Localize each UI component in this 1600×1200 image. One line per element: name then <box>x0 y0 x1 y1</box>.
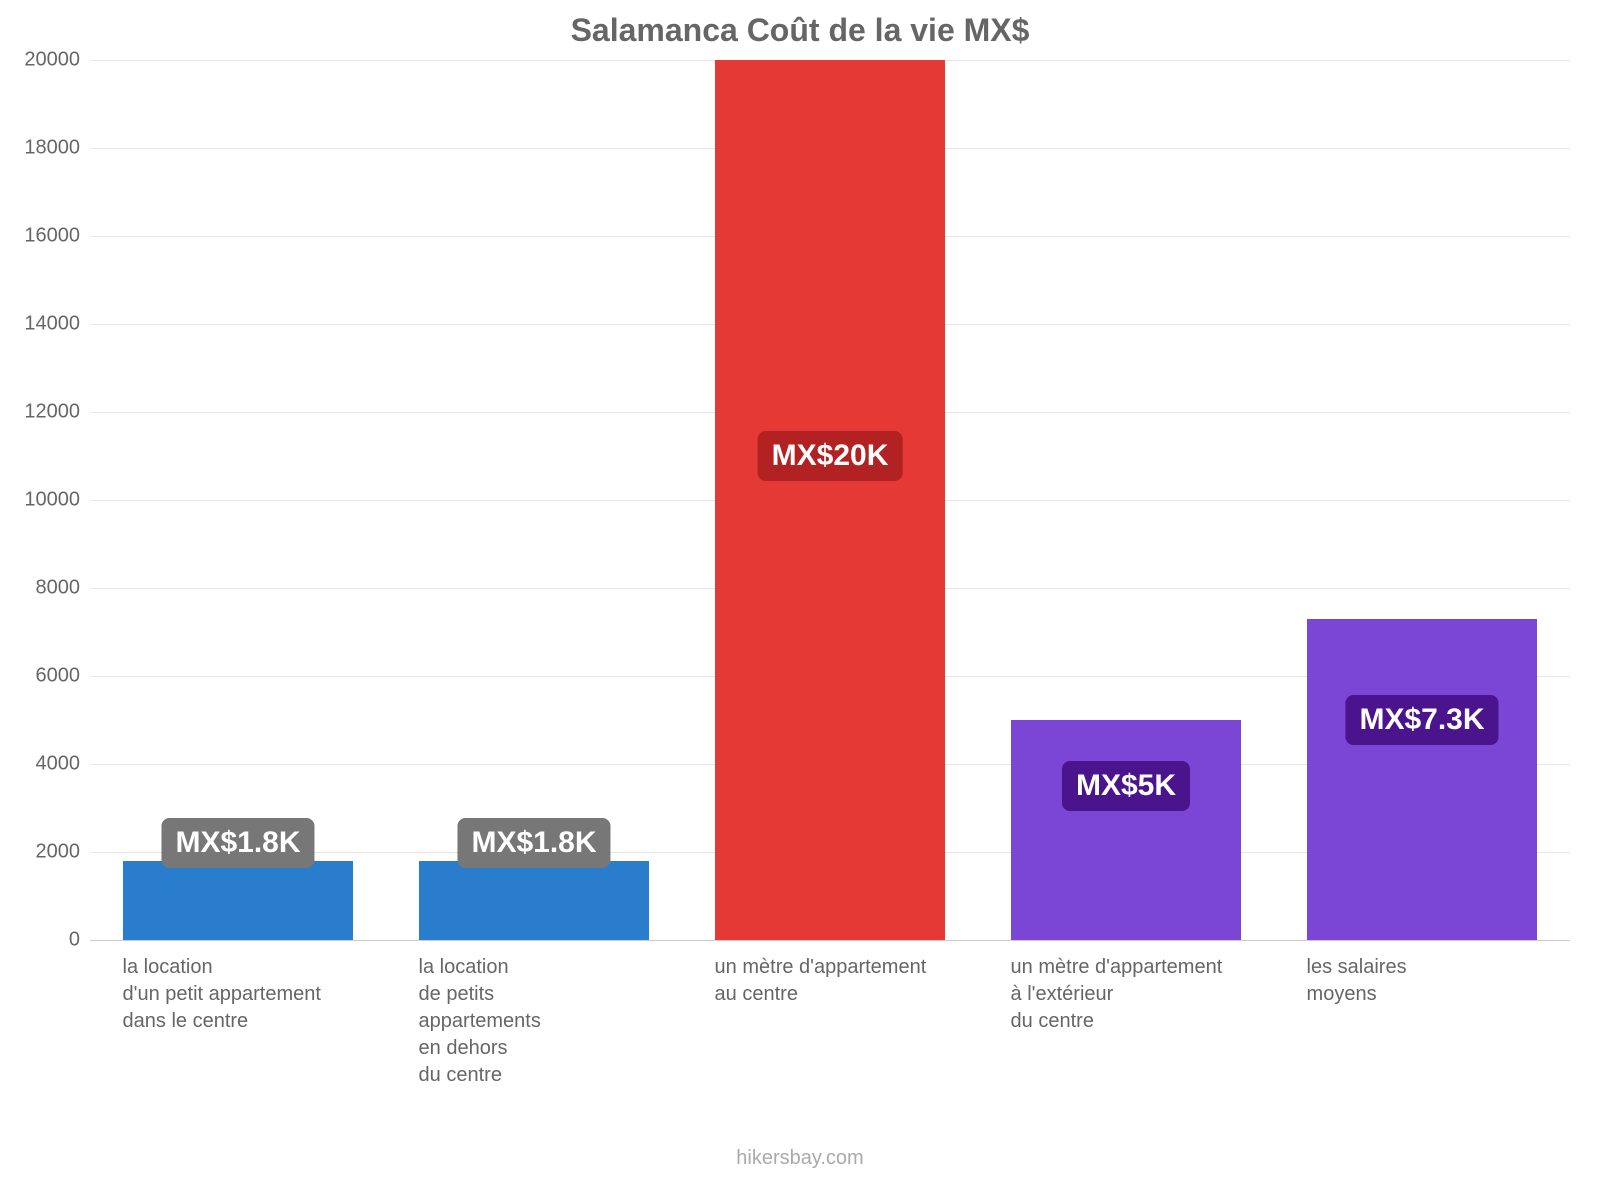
y-tick-label: 20000 <box>24 49 90 72</box>
chart-title: Salamanca Coût de la vie MX$ <box>0 12 1600 49</box>
x-category-label: la location d'un petit appartement dans … <box>123 940 419 1035</box>
y-tick-label: 0 <box>69 929 90 952</box>
x-category-label: un mètre d'appartement à l'extérieur du … <box>1011 940 1307 1035</box>
bar <box>123 861 354 940</box>
bar-value-label: MX$7.3K <box>1345 695 1498 745</box>
bar-value-label: MX$5K <box>1062 761 1190 811</box>
y-tick-label: 2000 <box>36 841 91 864</box>
chart-footer: hikersbay.com <box>0 1147 1600 1170</box>
y-tick-label: 6000 <box>36 665 91 688</box>
bar <box>419 861 650 940</box>
bar <box>1307 619 1538 940</box>
plot-area: 0200040006000800010000120001400016000180… <box>90 60 1570 940</box>
bar-value-label: MX$1.8K <box>457 818 610 868</box>
y-tick-label: 14000 <box>24 313 90 336</box>
y-tick-label: 18000 <box>24 137 90 160</box>
x-category-label: la location de petits appartements en de… <box>419 940 715 1089</box>
bar-value-label: MX$1.8K <box>161 818 314 868</box>
y-tick-label: 8000 <box>36 577 91 600</box>
y-tick-label: 12000 <box>24 401 90 424</box>
y-tick-label: 10000 <box>24 489 90 512</box>
bar <box>715 60 946 940</box>
y-tick-label: 16000 <box>24 225 90 248</box>
y-tick-label: 4000 <box>36 753 91 776</box>
chart-container: Salamanca Coût de la vie MX$ 02000400060… <box>0 0 1600 1200</box>
x-category-label: un mètre d'appartement au centre <box>715 940 1011 1008</box>
x-category-label: les salaires moyens <box>1307 940 1600 1008</box>
bar-value-label: MX$20K <box>758 431 903 481</box>
bar <box>1011 720 1242 940</box>
